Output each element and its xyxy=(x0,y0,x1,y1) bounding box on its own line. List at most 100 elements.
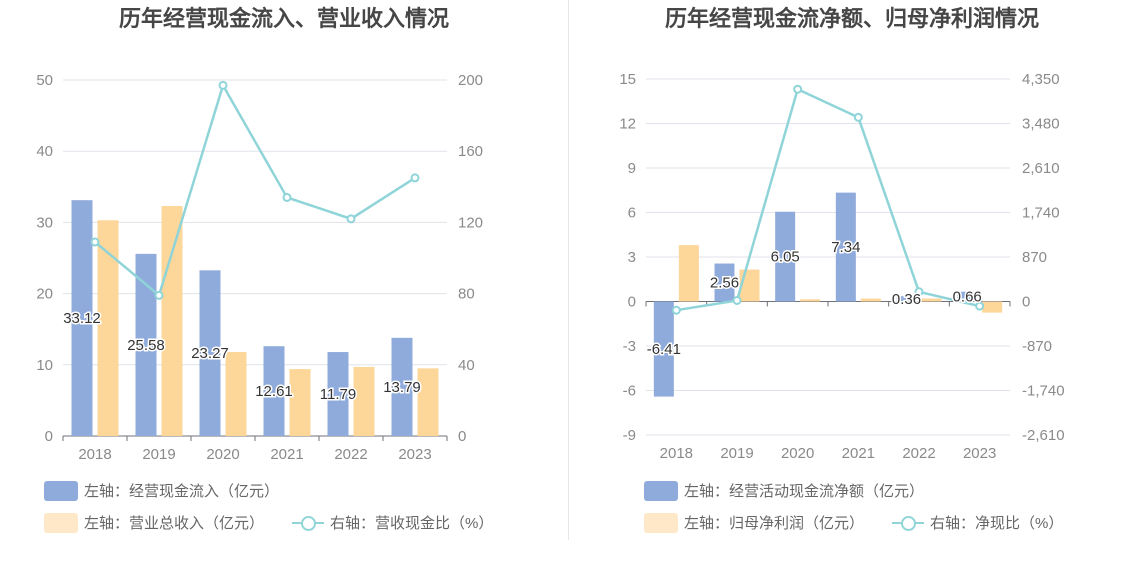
bar-series-1 xyxy=(835,192,856,302)
y-right-tick-label: 160 xyxy=(458,143,483,160)
y-left-tick-label: -6 xyxy=(623,383,636,400)
legend-label: 右轴：净现比（%） xyxy=(930,515,1064,532)
chart-title: 历年经营现金流入、营业收入情况 xyxy=(118,6,449,31)
line-point xyxy=(282,192,292,202)
data-label: 12.61 xyxy=(255,383,293,400)
bar-series-1 xyxy=(263,346,285,436)
x-tick-label: 2021 xyxy=(270,446,303,463)
x-tick-label: 2023 xyxy=(963,445,996,462)
legend-item-revenue[interactable]: 左轴：营业总收入（亿元） xyxy=(44,512,264,533)
x-tick-label: 2021 xyxy=(842,445,875,462)
y-right-tick-label: -2,610 xyxy=(1022,427,1065,444)
bar-series-1 xyxy=(896,296,917,302)
y-right-tick-label: 1,740 xyxy=(1022,205,1060,222)
chart-svg-left: 0 10 20 30 40 50 0 40 80 120 160 200 2018 2019 2020 202… xyxy=(36,72,483,463)
data-label: -6.41 xyxy=(647,341,681,358)
y-left-tick-label: 12 xyxy=(619,116,636,133)
bar-series-1 xyxy=(653,301,674,397)
line-point xyxy=(793,84,803,94)
x-tick-label: 2022 xyxy=(902,445,935,462)
legend-swatch-line xyxy=(892,513,924,533)
bar-series-1 xyxy=(391,337,413,436)
y-left-tick-label: 40 xyxy=(36,143,53,160)
legend-item-net-profit[interactable]: 左轴：归母净利润（亿元） xyxy=(644,512,864,533)
bar-series-1 xyxy=(135,253,157,436)
data-label: 0.66 xyxy=(953,289,982,306)
bar-series-2 xyxy=(225,351,247,436)
bar-series-2 xyxy=(353,366,375,436)
bar-series-1 xyxy=(199,270,221,436)
data-label: 33.12 xyxy=(63,310,101,327)
bar-series-2 xyxy=(417,368,439,436)
bar-series-1 xyxy=(775,211,796,302)
line-point xyxy=(90,237,100,247)
line-series xyxy=(94,82,416,298)
bar-series-1 xyxy=(957,291,978,302)
y-left-tick-label: 10 xyxy=(36,357,53,374)
legend-item-ratio[interactable]: 右轴：营收现金比（%） xyxy=(292,512,493,533)
data-label: 0.36 xyxy=(892,291,921,308)
y-left-tick-label: 3 xyxy=(628,249,636,266)
y-left-tick-label: 6 xyxy=(628,205,636,222)
x-tick-label: 2019 xyxy=(720,445,753,462)
y-right-tick-label: 0 xyxy=(1022,294,1030,311)
legend-item-net-cash-flow[interactable]: 左轴：经营活动现金流净额（亿元） xyxy=(644,480,924,501)
data-label: 11.79 xyxy=(320,386,356,403)
data-label: 6.05 xyxy=(771,249,800,266)
line-point xyxy=(154,290,164,300)
x-tick-label: 2020 xyxy=(781,445,814,462)
chart-panel-right: 历年经营现金流净额、归母净利润情况 -9 -6 -3 0 3 6 9 12 15 -2,610 -1… xyxy=(570,0,1134,582)
legend-label: 右轴：营收现金比（%） xyxy=(330,515,494,532)
y-left-tick-label: 15 xyxy=(619,71,636,88)
x-tick-label: 2018 xyxy=(660,445,693,462)
bar-series-2 xyxy=(860,298,881,302)
legend-label: 左轴：经营活动现金流净额（亿元） xyxy=(684,483,925,500)
y-left-tick-label: 50 xyxy=(36,72,53,89)
bar-series-2 xyxy=(678,245,699,302)
y-left-tick-label: 0 xyxy=(45,428,53,445)
line-point xyxy=(914,287,924,297)
y-left-tick-label: -9 xyxy=(623,427,636,444)
y-right-tick-label: -1,740 xyxy=(1022,383,1065,400)
line-point xyxy=(732,295,742,305)
y-left-tick-label: 9 xyxy=(628,160,636,177)
data-label: 23.27 xyxy=(191,345,229,362)
line-point xyxy=(346,214,356,224)
chart-svg-right: -9 -6 -3 0 3 6 9 12 15 -2,610 -1,740 -870 0 870 1,740 2… xyxy=(619,71,1065,462)
y-right-tick-label: 200 xyxy=(458,72,483,89)
legend-swatch-line xyxy=(292,513,324,533)
legend-swatch-bar2 xyxy=(44,512,78,533)
data-label: 2.56 xyxy=(710,275,739,292)
line-point xyxy=(410,173,420,183)
y-right-tick-label: 0 xyxy=(458,428,466,445)
y-right-tick-label: -870 xyxy=(1022,338,1052,355)
bar-series-2 xyxy=(289,369,311,436)
data-label: 25.58 xyxy=(127,337,165,354)
y-right-tick-label: 120 xyxy=(458,214,483,231)
bar-series-2 xyxy=(97,220,119,436)
legend-item-net-cash-ratio[interactable]: 右轴：净现比（%） xyxy=(892,512,1063,533)
y-right-tick-label: 4,350 xyxy=(1022,71,1060,88)
bar-series-1 xyxy=(714,263,735,302)
data-label: 7.34 xyxy=(831,239,860,256)
legend-label: 左轴：归母净利润（亿元） xyxy=(684,515,865,532)
legend-label: 左轴：经营现金流入（亿元） xyxy=(84,483,280,500)
y-left-tick-label: 20 xyxy=(36,286,53,303)
x-tick-label: 2018 xyxy=(78,446,111,463)
line-point xyxy=(853,112,863,122)
y-left-tick-label: 0 xyxy=(628,294,636,311)
bar-series-2 xyxy=(921,298,942,302)
legend-item-cash-inflow[interactable]: 左轴：经营现金流入（亿元） xyxy=(44,480,279,501)
line-point xyxy=(671,305,681,315)
chart-panel-left: 历年经营现金流入、营业收入情况 0 10 20 30 40 50 0 40 80 120 160 20… xyxy=(36,6,493,533)
x-tick-label: 2022 xyxy=(334,446,367,463)
y-right-tick-label: 3,480 xyxy=(1022,116,1060,133)
line-point xyxy=(975,301,985,311)
chart-title: 历年经营现金流净额、归母净利润情况 xyxy=(664,6,1039,31)
x-tick-label: 2020 xyxy=(206,446,239,463)
x-tick-label: 2023 xyxy=(398,446,431,463)
legend-swatch-bar1 xyxy=(44,480,78,501)
y-right-tick-label: 40 xyxy=(458,357,475,374)
y-left-tick-label: -3 xyxy=(623,338,636,355)
y-left-tick-label: 30 xyxy=(36,214,53,231)
